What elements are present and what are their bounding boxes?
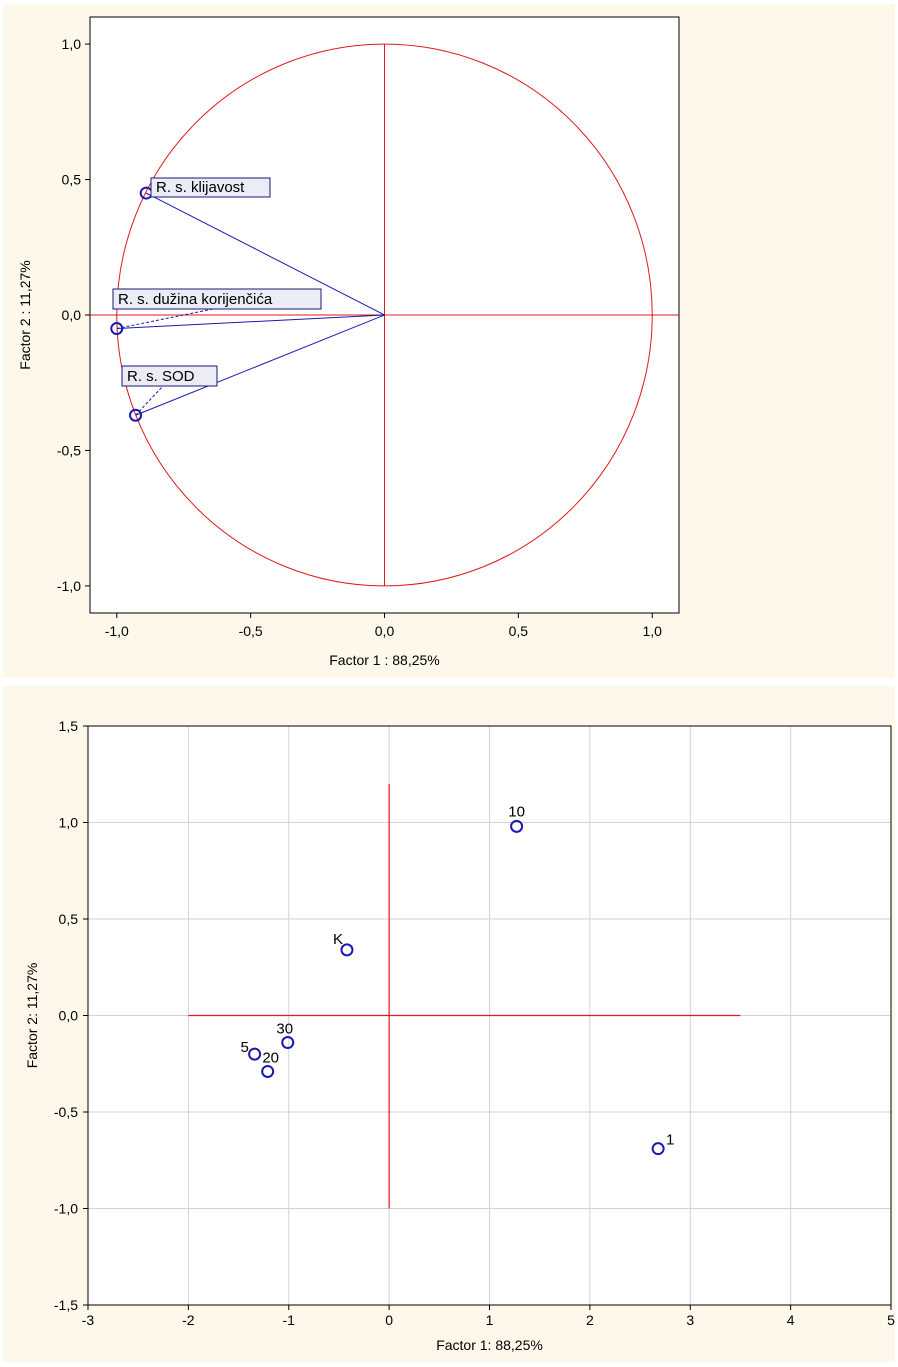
x-tick-label: 0,0 xyxy=(375,623,395,639)
loading-vector xyxy=(135,314,385,416)
point-label: K xyxy=(333,931,343,948)
y-tick-label: -1,5 xyxy=(54,1297,78,1313)
point-label: 30 xyxy=(276,1021,293,1038)
y-tick-label: -0,5 xyxy=(54,1104,78,1120)
x-tick-label: -1 xyxy=(283,1312,296,1328)
point-label: 10 xyxy=(508,803,525,820)
variable-label: R. s. klijavost xyxy=(156,179,245,196)
loading-point xyxy=(129,408,143,422)
y-tick-label: -1,0 xyxy=(57,578,81,594)
x-tick-label: -0,5 xyxy=(239,623,263,639)
score-point xyxy=(261,1064,275,1078)
x-tick-label: 0,5 xyxy=(509,623,529,639)
score-point xyxy=(510,819,524,833)
y-axis-label: Factor 2 : 11,27% xyxy=(17,260,33,369)
variable-label-box xyxy=(112,288,322,310)
loading-point xyxy=(110,322,124,336)
y-tick-label: 1,0 xyxy=(62,36,82,52)
y-tick-label: 0,5 xyxy=(59,911,79,927)
score-point xyxy=(281,1036,295,1050)
x-axis-label: Factor 1 : 88,25% xyxy=(329,652,440,668)
x-tick-label: 5 xyxy=(887,1312,895,1328)
loading-vector xyxy=(116,314,385,330)
variable-label-box xyxy=(150,177,271,198)
point-label: 5 xyxy=(240,1039,248,1056)
y-tick-label: -1,0 xyxy=(54,1201,78,1217)
y-tick-label: 0,5 xyxy=(62,172,82,188)
point-label: 20 xyxy=(262,1049,279,1066)
y-tick-label: 0,0 xyxy=(62,307,82,323)
score-point xyxy=(340,943,354,957)
x-tick-label: -2 xyxy=(182,1312,195,1328)
x-tick-label: 1 xyxy=(486,1312,494,1328)
scores-scatter-chart: -3 -2 -1 0 1 2 3 4 5 1,5 1,0 0,5 0,0 -0,5 -1,0 -1,5 Fact… xyxy=(24,718,895,1353)
loadings-plot-panel: -1,0 -0,5 0,0 0,5 1,0 1,0 0,5 0,0 -0,5 -1,0 Factor… xyxy=(3,4,895,678)
y-tick-label: 0,0 xyxy=(59,1008,79,1024)
x-tick-label: 4 xyxy=(787,1312,795,1328)
label-leader-line xyxy=(135,385,164,416)
loading-vector xyxy=(145,192,385,316)
score-point xyxy=(248,1047,262,1061)
x-tick-label: -3 xyxy=(82,1312,95,1328)
score-point xyxy=(651,1142,665,1156)
y-axis-label: Factor 2: 11,27% xyxy=(24,963,40,1069)
unit-circle xyxy=(116,43,653,587)
variable-label: R. s. SOD xyxy=(127,368,195,385)
y-tick-label: -0,5 xyxy=(57,442,81,458)
scores-plot-panel: -3 -2 -1 0 1 2 3 4 5 1,5 1,0 0,5 0,0 -0,5 -1,0 -1,5 Fact… xyxy=(3,686,895,1362)
x-tick-label: 2 xyxy=(586,1312,594,1328)
x-tick-label: 0 xyxy=(385,1312,393,1328)
y-tick-label: 1,0 xyxy=(59,815,79,831)
variable-label-box xyxy=(121,365,218,387)
y-tick-label: 1,5 xyxy=(59,718,79,734)
label-leader-line xyxy=(116,308,214,330)
variable-label: R. s. dužina korijenčića xyxy=(118,291,273,308)
x-axis-label: Factor 1: 88,25% xyxy=(436,1337,543,1353)
point-label: 1 xyxy=(666,1132,674,1149)
x-tick-label: -1,0 xyxy=(105,623,129,639)
x-tick-label: 1,0 xyxy=(642,623,662,639)
loadings-circle-chart: -1,0 -0,5 0,0 0,5 1,0 1,0 0,5 0,0 -0,5 -1,0 Factor… xyxy=(17,16,680,668)
x-tick-label: 3 xyxy=(686,1312,694,1328)
